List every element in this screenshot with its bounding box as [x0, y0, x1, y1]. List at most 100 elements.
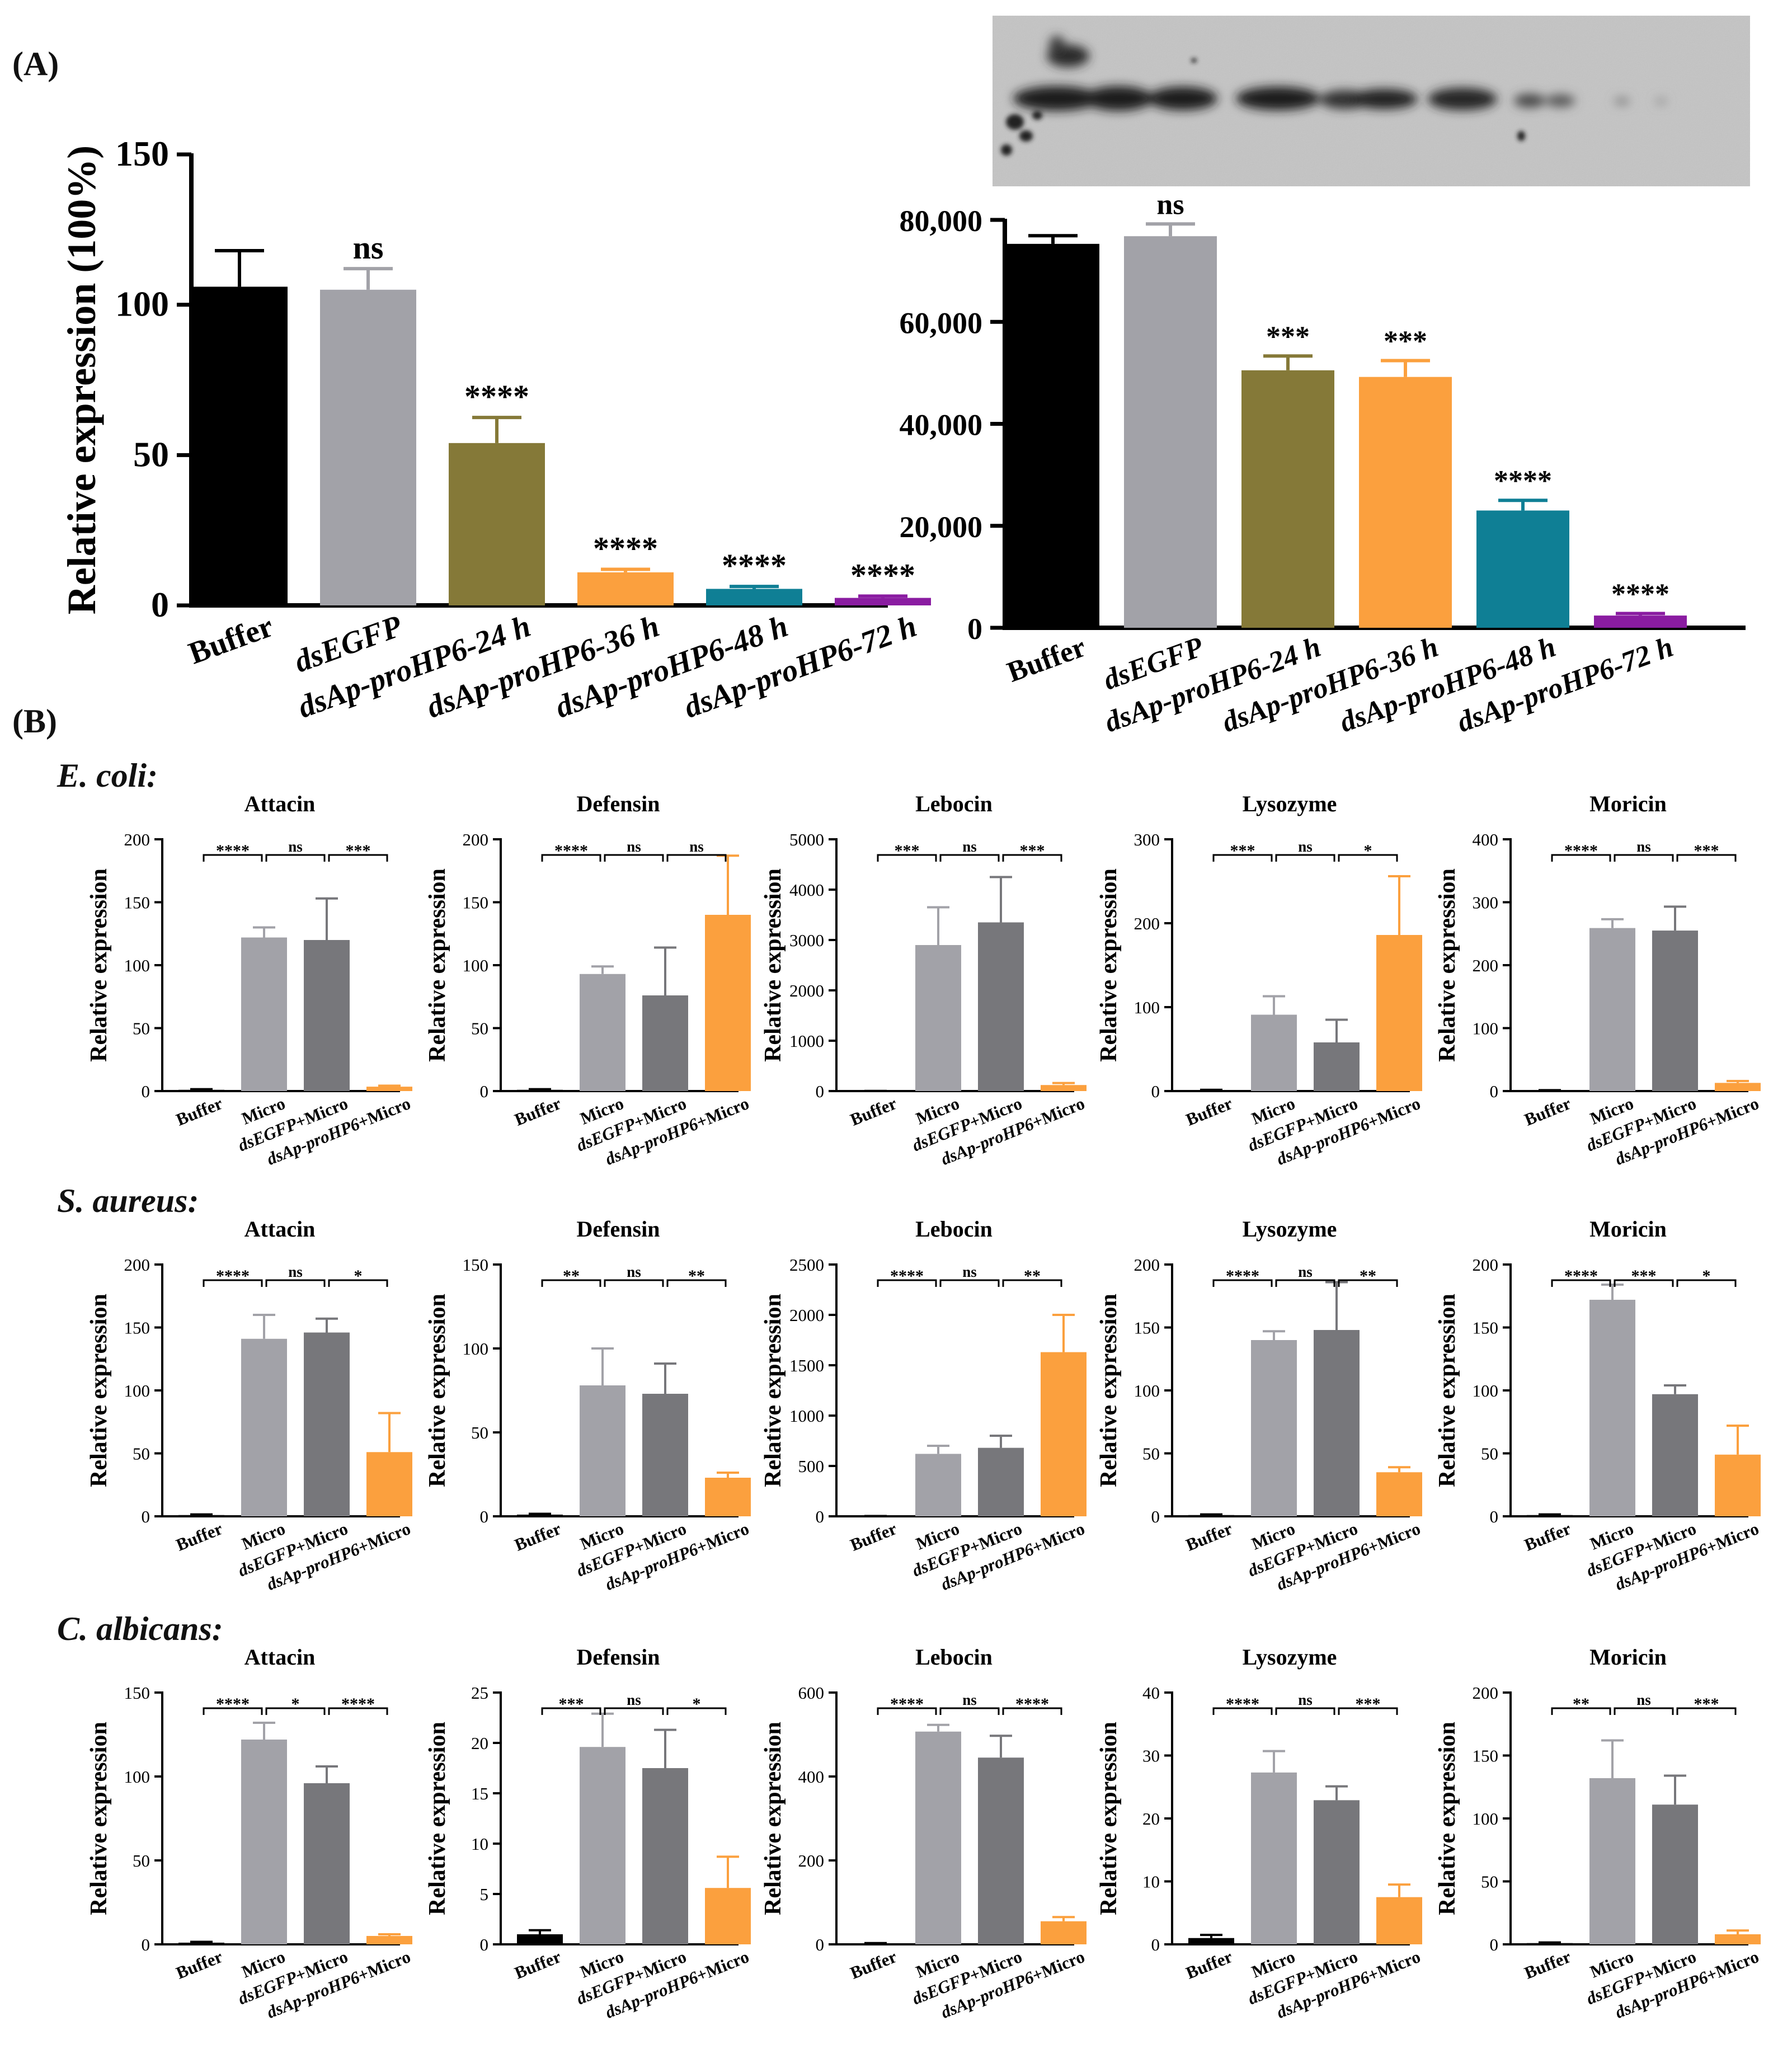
x-category-label: Buffer	[512, 1947, 564, 1983]
bar	[642, 995, 688, 1091]
y-tick-label: 0	[967, 612, 982, 646]
chart-title: Lebocin	[915, 791, 993, 816]
bar	[366, 1452, 412, 1516]
y-tick-label: 50	[133, 1851, 150, 1870]
x-category-label: Buffer	[1183, 1519, 1235, 1555]
bar	[1589, 1778, 1635, 1944]
y-tick-label: 50	[133, 1019, 150, 1038]
significance-label: ns	[1298, 1691, 1313, 1708]
bar	[1376, 1897, 1422, 1944]
row-label-saureus-text: S. aureus	[57, 1182, 188, 1219]
y-tick-label: 300	[1473, 893, 1499, 913]
y-tick-label: 2000	[789, 981, 824, 1000]
bar	[1359, 377, 1452, 628]
significance-label: ns	[353, 229, 384, 266]
significance-label: **	[1024, 1267, 1041, 1285]
x-category-label: Buffer	[1003, 631, 1090, 689]
bar	[304, 1332, 350, 1516]
significance-bracket	[1614, 1707, 1674, 1715]
y-tick-label: 10	[1142, 1872, 1160, 1892]
y-tick-label: 200	[124, 1255, 150, 1275]
y-axis-title: Relative expression	[425, 1294, 450, 1487]
bar	[517, 1515, 563, 1516]
x-category-label: Buffer	[848, 1947, 900, 1983]
chart-calbicans-lebocin: Lebocin Relative expression 0 200 400 600 Buff…	[760, 1644, 1088, 2022]
bar	[1188, 1938, 1234, 1944]
significance-label: ****	[216, 842, 250, 860]
chart-title: Lysozyme	[1243, 791, 1337, 816]
bar	[1041, 1352, 1087, 1516]
y-axis-title: Relative expression	[86, 1722, 112, 1915]
chart-title: Attacin	[244, 791, 316, 816]
y-tick-label: 0	[142, 1507, 150, 1526]
y-tick-label: 0	[1151, 1082, 1160, 1101]
bar	[642, 1394, 688, 1516]
bar	[1041, 1085, 1087, 1091]
significance-bracket	[1212, 1707, 1273, 1715]
bar	[304, 940, 350, 1091]
significance-label: ***	[1020, 842, 1045, 860]
y-tick-label: 30	[1142, 1746, 1160, 1766]
y-tick-label: 100	[463, 956, 489, 975]
panel-b-label: (B)	[12, 703, 57, 740]
chart-calbicans-attacin: Attacin Relative expression 0 50 100 150 Buffe…	[86, 1644, 413, 2022]
significance-label: ***	[1384, 326, 1427, 358]
y-tick-label: 150	[115, 134, 169, 173]
x-category-label: Buffer	[173, 1519, 225, 1555]
significance-label: *	[1364, 842, 1372, 860]
significance-label: ns	[1298, 838, 1313, 855]
y-tick-label: 0	[1490, 1507, 1499, 1526]
y-tick-label: 40,000	[900, 408, 983, 442]
significance-bracket	[1551, 1707, 1611, 1715]
significance-bracket	[203, 1707, 263, 1715]
bar	[1041, 1921, 1087, 1944]
y-tick-label: 200	[1473, 956, 1499, 975]
bar	[1251, 1014, 1297, 1091]
x-category-label-rest: +Micro	[355, 1519, 413, 1557]
chart-ecoli-attacin: Attacin Relative expression 0 50 100 150 200 Bu…	[86, 791, 413, 1169]
y-tick-label: 200	[1473, 1255, 1499, 1275]
significance-bracket	[203, 854, 263, 862]
panel-a-label: (A)	[12, 45, 59, 82]
significance-bracket	[1002, 1707, 1062, 1715]
y-tick-label: 2500	[789, 1255, 824, 1275]
y-tick-label: 1000	[789, 1031, 824, 1051]
y-tick-label: 200	[1134, 1255, 1160, 1275]
bar	[1715, 1934, 1761, 1944]
chart-title: Lebocin	[915, 1644, 993, 1670]
x-category-label-rest: +Micro	[1704, 1093, 1762, 1132]
y-tick-label: 100	[115, 284, 169, 324]
significance-bracket	[939, 1279, 1000, 1287]
significance-bracket	[1338, 854, 1398, 862]
significance-label: ****	[341, 1695, 375, 1713]
y-tick-label: 20	[1142, 1809, 1160, 1829]
y-tick-label: 0	[816, 1507, 825, 1526]
bar	[705, 915, 751, 1091]
bar	[517, 1934, 563, 1944]
bar	[1527, 1943, 1573, 1944]
bar	[1241, 370, 1334, 628]
y-tick-label: 50	[133, 1444, 150, 1464]
chart-saureus-lebocin: Lebocin Relative expression 0 500 1000 1500 20…	[760, 1216, 1088, 1594]
significance-label: ***	[1694, 842, 1719, 860]
significance-bracket	[666, 1707, 727, 1715]
significance-bracket	[1002, 854, 1062, 862]
y-tick-label: 150	[124, 893, 150, 913]
y-tick-label: 1500	[789, 1356, 824, 1375]
y-axis-title: Relative expression	[425, 1722, 450, 1915]
y-axis-title: Relative expression	[425, 868, 450, 1062]
bar	[978, 922, 1024, 1091]
y-tick-label: 50	[471, 1019, 488, 1038]
bar	[1589, 928, 1635, 1091]
y-axis-title: Relative expression	[760, 1722, 786, 1915]
bar	[1251, 1772, 1297, 1944]
y-axis-title: Relative expression	[1096, 1722, 1122, 1915]
significance-bracket	[939, 854, 1000, 862]
y-tick-label: 0	[1151, 1507, 1160, 1526]
y-tick-label: 150	[463, 1255, 489, 1275]
significance-label: ****	[722, 547, 787, 584]
row-label-ecoli-colon: :	[147, 757, 158, 794]
significance-label: ns	[962, 1263, 977, 1280]
significance-label: ns	[288, 1263, 303, 1280]
bar	[178, 1089, 224, 1091]
